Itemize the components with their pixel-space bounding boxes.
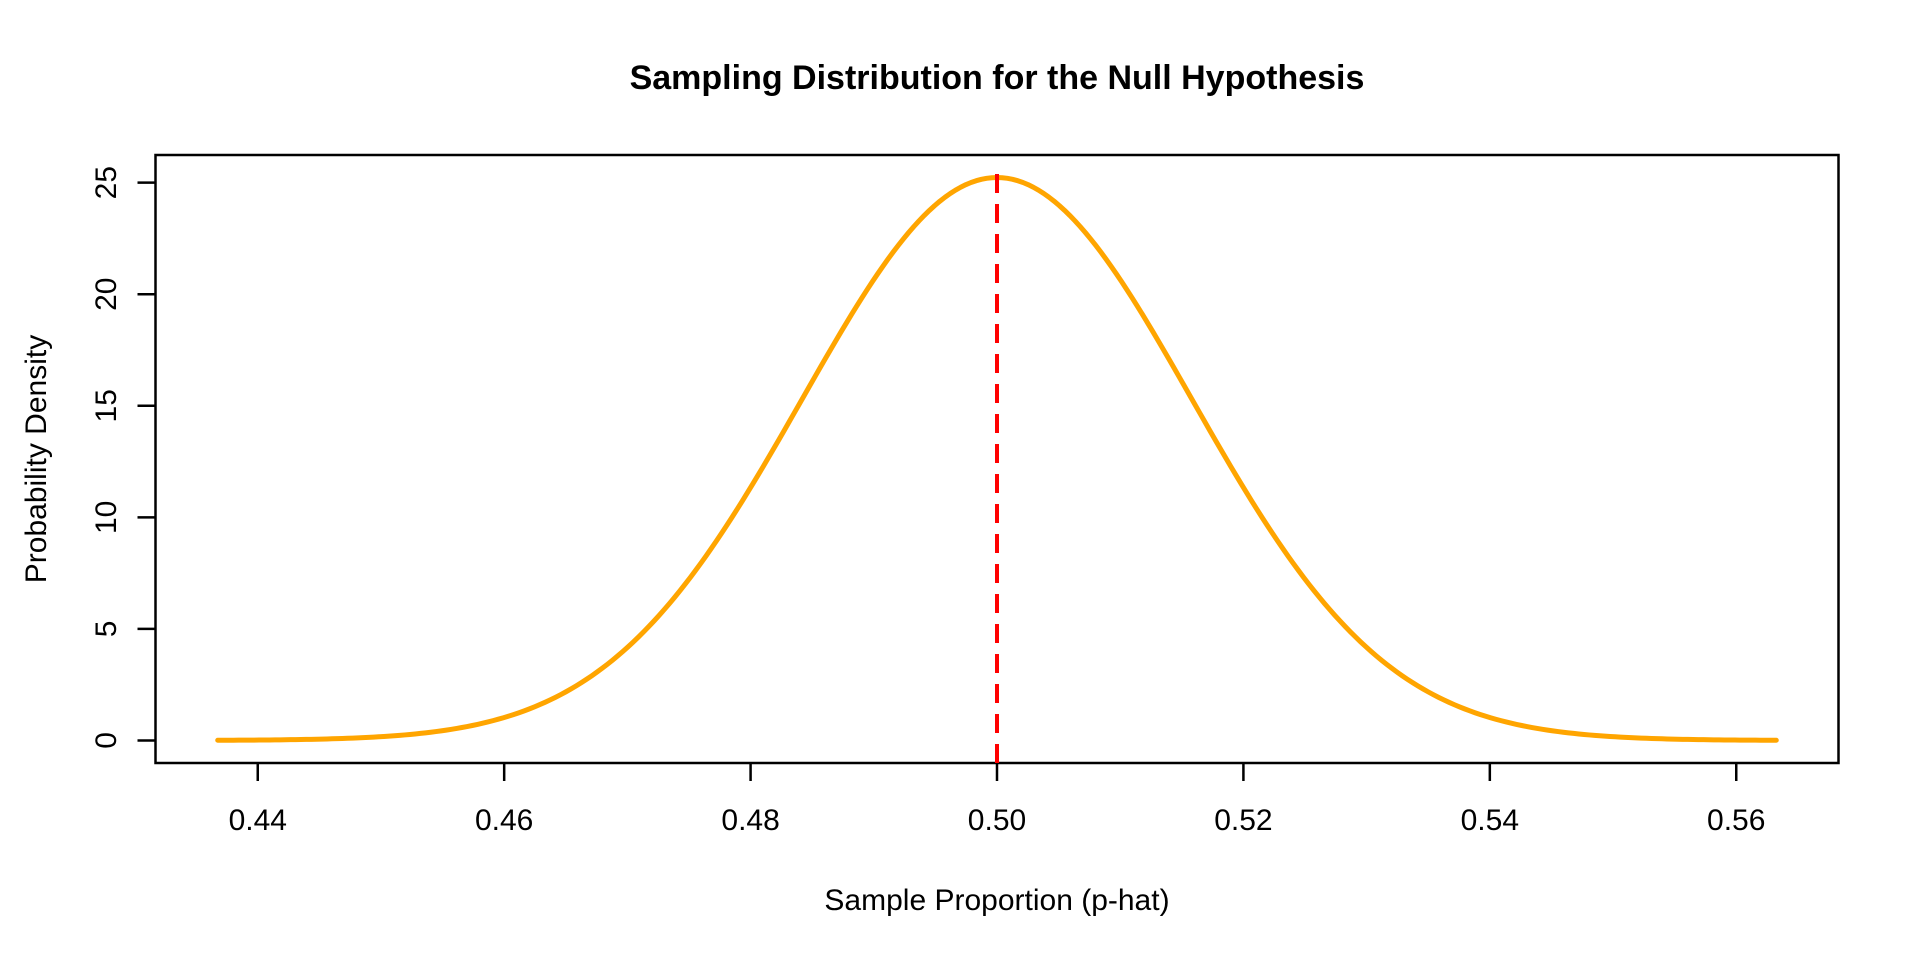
y-tick-label: 20: [90, 278, 123, 311]
y-tick-label: 0: [90, 732, 123, 749]
y-axis-label: Probability Density: [20, 335, 53, 583]
x-tick-label: 0.46: [475, 804, 533, 837]
x-tick-label: 0.56: [1707, 804, 1765, 837]
x-tick-label: 0.54: [1461, 804, 1519, 837]
x-axis-label: Sample Proportion (p-hat): [824, 884, 1169, 917]
x-axis-ticks: 0.44 0.46 0.48 0.50 0.52 0.54 0.56: [229, 763, 1765, 837]
y-tick-label: 25: [90, 166, 123, 199]
x-tick-label: 0.44: [229, 804, 287, 837]
x-tick-label: 0.52: [1214, 804, 1272, 837]
y-tick-label: 15: [90, 389, 123, 422]
chart-title: Sampling Distribution for the Null Hypot…: [630, 59, 1365, 97]
y-tick-label: 5: [90, 621, 123, 638]
y-tick-label: 10: [90, 501, 123, 534]
x-tick-label: 0.50: [968, 804, 1026, 837]
x-tick-label: 0.48: [721, 804, 779, 837]
y-axis-ticks: 0 5 10 15 20 25: [90, 166, 156, 749]
